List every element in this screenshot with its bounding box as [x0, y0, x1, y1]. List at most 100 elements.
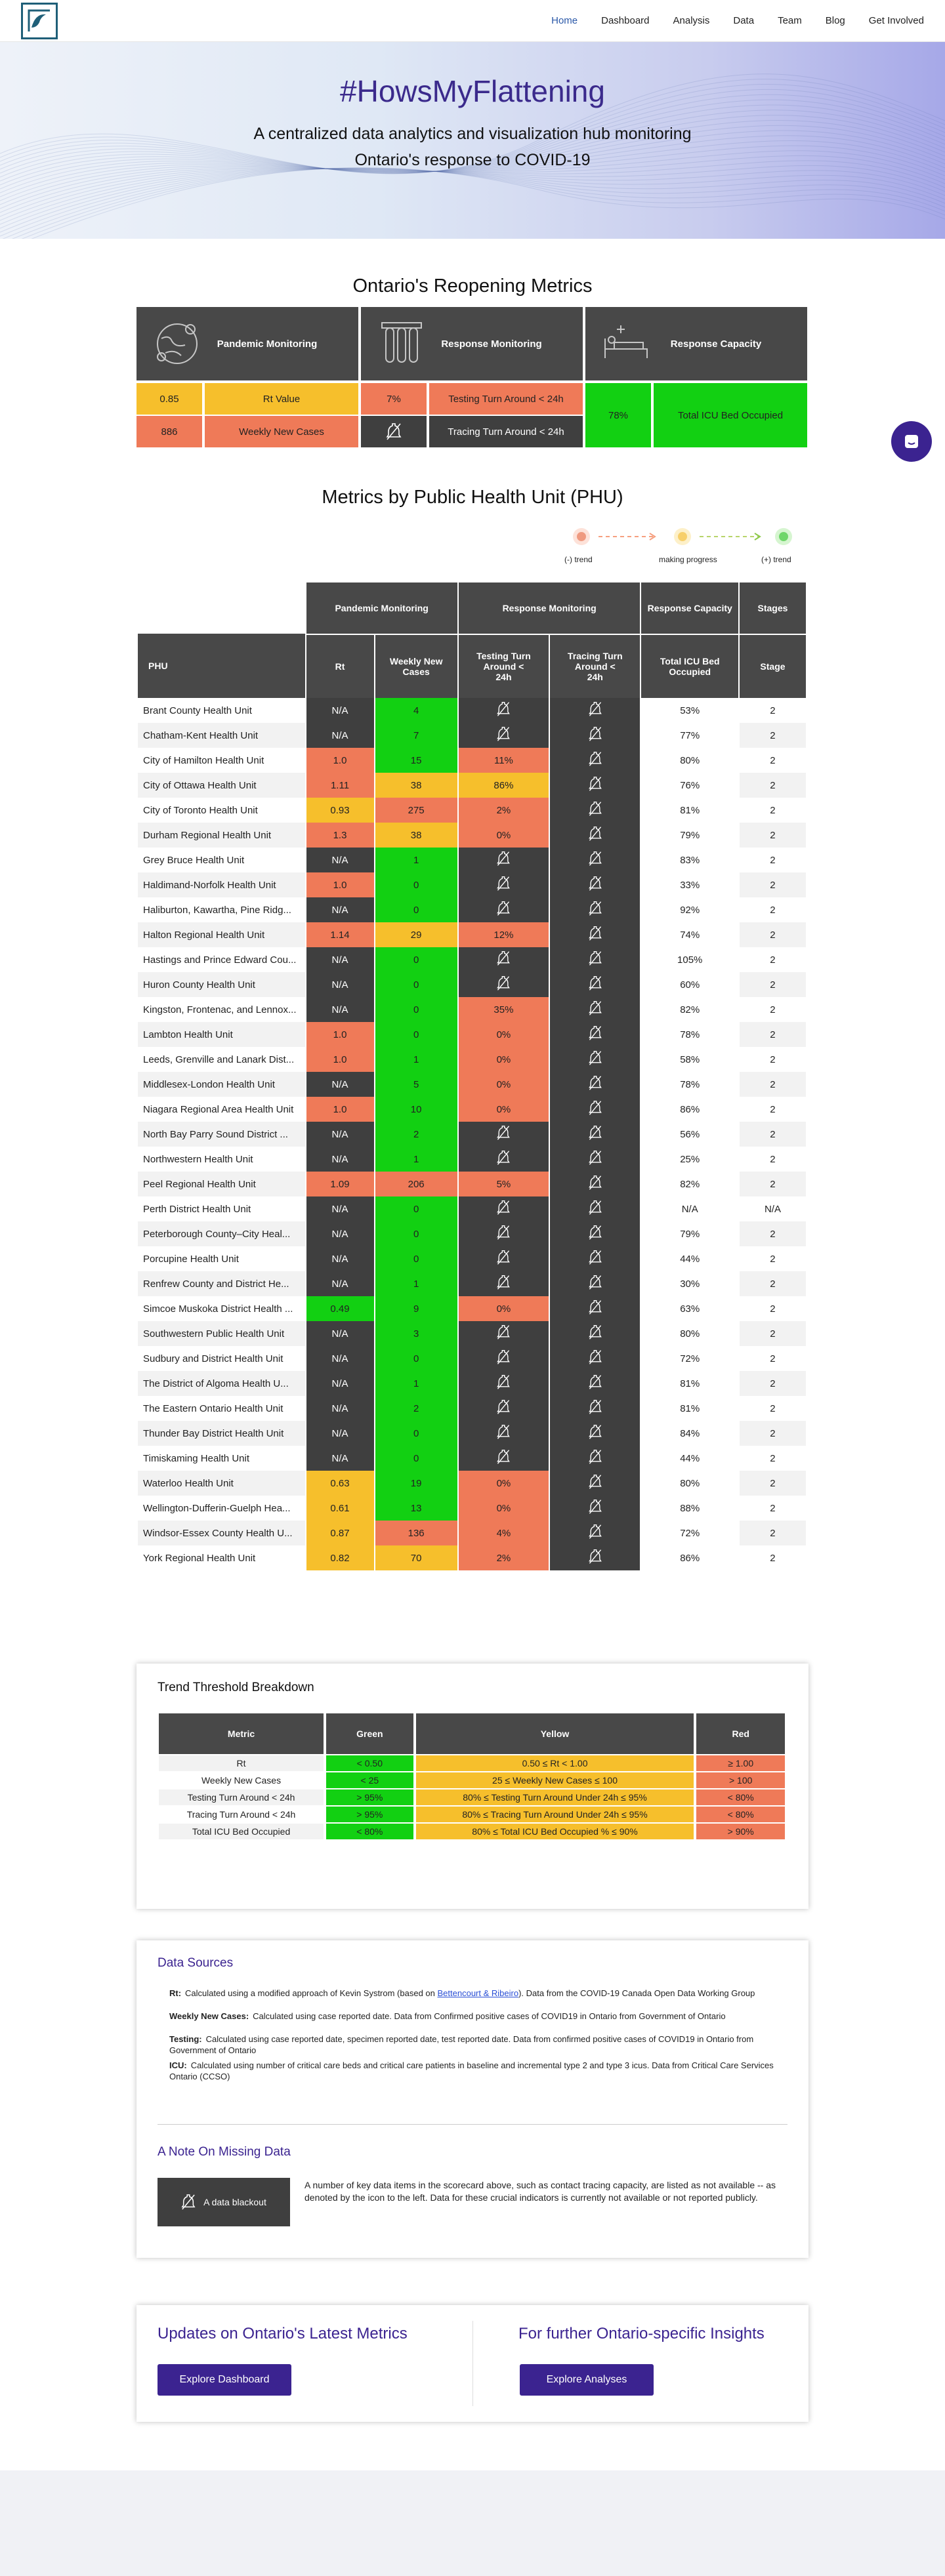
thr-col-metric: Metric	[159, 1713, 324, 1754]
table-row: Grey Bruce Health Unit N/A 1 83% 2	[138, 848, 806, 872]
explore-analyses-button[interactable]: Explore Analyses	[520, 2364, 654, 2396]
phu-name: Windsor-Essex County Health U...	[138, 1521, 305, 1545]
top-navbar: Home Dashboard Analysis Data Team Blog Get Inv…	[0, 0, 945, 42]
nav-link-analysis[interactable]: Analysis	[673, 15, 710, 26]
stage-cell: 2	[739, 1421, 806, 1446]
col-phu[interactable]: PHU	[138, 634, 305, 698]
explore-dashboard-button[interactable]: Explore Dashboard	[158, 2364, 291, 2396]
stage-cell: 2	[739, 1321, 806, 1346]
data-blackout-icon	[458, 723, 549, 748]
nav-link-data[interactable]: Data	[733, 15, 755, 26]
phu-name: Halton Regional Health Unit	[138, 922, 305, 947]
thr-yellow: 80% ≤ Testing Turn Around Under 24h ≤ 95…	[415, 1789, 694, 1805]
icu-cell: N/A	[681, 1203, 698, 1215]
stage-cell: 2	[739, 773, 806, 798]
thr-red: < 80%	[696, 1789, 785, 1805]
icu-cell: 25%	[680, 1153, 700, 1165]
col-icu[interactable]: Total ICU Bed Occupied	[641, 634, 738, 698]
stage-cell: 2	[739, 1471, 806, 1496]
stage-cell: 2	[770, 1253, 776, 1265]
table-row: Sudbury and District Health Unit N/A 0 72% 2	[138, 1346, 806, 1371]
thr-col-green: Green	[326, 1713, 413, 1754]
stage-cell: 2	[739, 1022, 806, 1047]
stage-cell: 2	[739, 972, 806, 997]
phu-name: Haliburton, Kawartha, Pine Ridg...	[143, 904, 291, 916]
cases-cell: 9	[375, 1296, 457, 1321]
testing-cell: 11%	[458, 748, 549, 773]
cases-cell: 1	[375, 848, 457, 872]
data-blackout-icon	[458, 1446, 549, 1471]
cases-cell: 2	[375, 1122, 457, 1147]
stage-cell: N/A	[764, 1203, 781, 1215]
phu-name: Middlesex-London Health Unit	[138, 1072, 305, 1097]
data-blackout-icon	[458, 897, 549, 922]
table-row: Thunder Bay District Health Unit N/A 0 84% 2	[138, 1421, 806, 1446]
phu-name: Peterborough County–City Heal...	[138, 1221, 305, 1246]
col-weekly-cases[interactable]: Weekly New Cases	[375, 634, 457, 698]
icu-cell: 53%	[680, 705, 700, 716]
phu-name: North Bay Parry Sound District ...	[138, 1122, 305, 1147]
legend-mid: making progress	[659, 555, 717, 564]
col-stage[interactable]: Stage	[739, 634, 806, 698]
rt-cell: N/A	[306, 1246, 374, 1271]
nav-link-blog[interactable]: Blog	[825, 15, 845, 26]
data-blackout-icon	[458, 1421, 549, 1446]
rt-cell: 0.49	[306, 1296, 374, 1321]
icu-cell: 44%	[680, 1253, 700, 1265]
rt-cell: 0.82	[306, 1545, 374, 1570]
thr-yellow: 80% ≤ Total ICU Bed Occupied % ≤ 90%	[415, 1824, 694, 1839]
stage-cell: 2	[739, 1221, 806, 1246]
cases-cell: 13	[375, 1496, 457, 1521]
source-testing: Testing: Calculated using case reported d…	[169, 2034, 754, 2055]
rt-label: Rt Value	[205, 383, 358, 415]
table-row: Simcoe Muskoka District Health ... 0.49 9 0…	[138, 1296, 806, 1321]
data-blackout-icon	[550, 1097, 640, 1122]
data-blackout-icon	[550, 997, 640, 1022]
legend-pos: (+) trend	[761, 555, 791, 564]
data-blackout-icon	[550, 947, 640, 972]
logo-icon[interactable]	[21, 2, 58, 39]
testing-cell: 0%	[458, 1296, 549, 1321]
hospital-bed-icon	[604, 325, 648, 358]
icu-cell: 74%	[680, 929, 700, 941]
testing-cell: 35%	[458, 997, 549, 1022]
rt-cell: 0.93	[306, 798, 374, 823]
test-tubes-icon	[381, 322, 422, 363]
stage-cell: 2	[770, 1004, 776, 1015]
weekly-cases-value: 886	[136, 416, 202, 447]
rt-cell: 1.14	[306, 922, 374, 947]
data-sources-card: Data Sources Rt: Calculated using a modif…	[136, 1940, 808, 2258]
data-blackout-badge: A data blackout	[158, 2178, 290, 2226]
nav-link-get-involved[interactable]: Get Involved	[868, 15, 924, 26]
data-blackout-icon	[550, 1496, 640, 1521]
response-monitoring-label: Response Monitoring	[441, 338, 542, 350]
thr-col-yellow: Yellow	[415, 1713, 694, 1754]
nav-link-team[interactable]: Team	[778, 15, 802, 26]
icu-cell: 83%	[680, 854, 700, 866]
nav-link-home[interactable]: Home	[551, 15, 578, 26]
cta-right-title: For further Ontario-specific Insights	[518, 2325, 765, 2342]
data-blackout-icon	[458, 972, 549, 997]
col-tracing[interactable]: Tracing Turn Around < 24h	[550, 634, 640, 698]
legend-neg: (-) trend	[564, 555, 593, 564]
col-testing[interactable]: Testing Turn Around < 24h	[458, 634, 549, 698]
data-blackout-icon	[458, 1196, 549, 1221]
stage-cell: 2	[770, 1452, 776, 1464]
data-blackout-icon	[550, 1396, 640, 1421]
stage-cell: 2	[770, 804, 776, 816]
reopening-metrics: Pandemic Monitoring Response Monitoring …	[136, 307, 807, 447]
phu-name: City of Ottawa Health Unit	[138, 773, 305, 798]
chat-launcher-button[interactable]	[891, 421, 932, 462]
data-blackout-icon	[550, 798, 640, 823]
cases-cell: 10	[375, 1097, 457, 1122]
bettencourt-ribeiro-link[interactable]: Bettencourt & Ribeiro	[437, 1988, 519, 1998]
col-rt[interactable]: Rt	[306, 634, 374, 698]
nav-link-dashboard[interactable]: Dashboard	[601, 15, 650, 26]
cases-cell: 2	[375, 1396, 457, 1421]
cases-cell: 0	[375, 1196, 457, 1221]
thr-col-red: Red	[696, 1713, 785, 1754]
phu-name: Wellington-Dufferin-Guelph Hea...	[143, 1502, 291, 1514]
icu-cell: 78%	[680, 1078, 700, 1090]
table-row: Peterborough County–City Heal... N/A 0 79% 2	[138, 1221, 806, 1246]
data-blackout-icon	[550, 922, 640, 947]
